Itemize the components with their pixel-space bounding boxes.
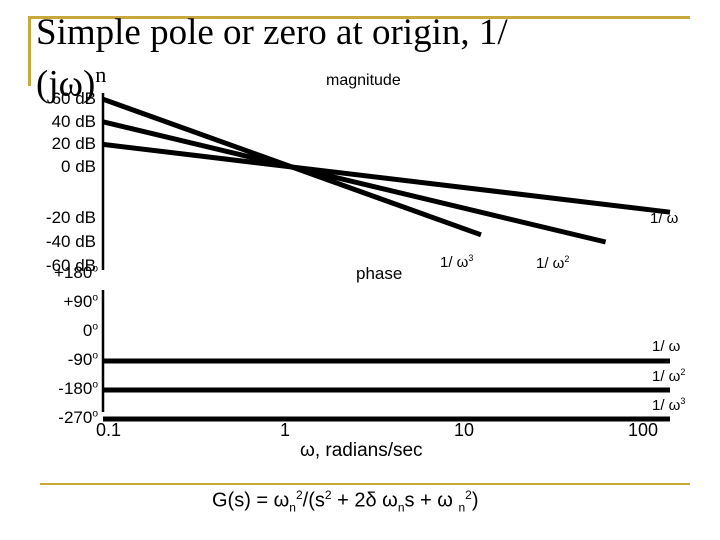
phase-y-tick-label: -270o xyxy=(58,408,98,427)
title-line1: Simple pole or zero at origin, 1/ xyxy=(36,12,508,53)
magnitude-y-tick-label: -60 dB xyxy=(45,256,96,275)
mag-label-w2: 1/ ω2 xyxy=(536,254,570,272)
phase-y-tick-label: -90o xyxy=(67,350,98,369)
top-rule xyxy=(28,16,690,19)
magnitude-y-tick-label: 20 dB xyxy=(51,134,96,154)
x-tick-1: 1 xyxy=(280,420,291,440)
magnitude-series-3 xyxy=(102,96,482,238)
x-tick-0: 0.1 xyxy=(96,420,122,440)
phase-label-w2: 1/ ω2 xyxy=(652,367,686,385)
phase-y-tick-label: +180o xyxy=(54,263,98,282)
mag-label-w3: 1/ ω3 xyxy=(440,253,474,271)
x-tick-2: 10 xyxy=(454,420,475,440)
title-sup: n xyxy=(95,62,107,87)
phase-label-w1: 1/ ω xyxy=(652,338,681,355)
magnitude-y-tick-label: 40 dB xyxy=(51,111,96,131)
x-tick-3: 100 xyxy=(628,420,659,440)
magnitude-series-1 xyxy=(102,141,671,215)
phase-y-tick-label: -180o xyxy=(58,379,98,398)
transfer-function: G(s) = ωn2/(s2 + 2δ ωns + ω n2) xyxy=(212,488,479,515)
magnitude-y-tick-label: 0 dB xyxy=(61,157,96,176)
phase-y-tick-label: +90o xyxy=(63,292,98,311)
left-rule xyxy=(28,16,31,86)
magnitude-series-2 xyxy=(102,119,607,245)
title-line2: (jω) xyxy=(36,63,96,105)
phase-label-w3: 1/ ω3 xyxy=(652,396,686,414)
phase-title: phase xyxy=(356,264,403,283)
magnitude-y-tick-label: -40 dB xyxy=(45,232,96,251)
phase-y-tick-label: 0o xyxy=(82,321,98,340)
magnitude-y-tick-label: -20 dB xyxy=(45,208,96,227)
mid-rule xyxy=(40,483,690,485)
slide-title: Simple pole or zero at origin, 1/ xyxy=(36,14,508,51)
x-axis-label: ω, radians/sec xyxy=(300,440,423,461)
magnitude-y-tick-label: 60 dB xyxy=(51,89,96,109)
magnitude-title: magnitude xyxy=(326,72,401,89)
mag-label-w1: 1/ ω xyxy=(650,210,679,227)
slide-title-line2: (jω)n xyxy=(36,62,107,105)
